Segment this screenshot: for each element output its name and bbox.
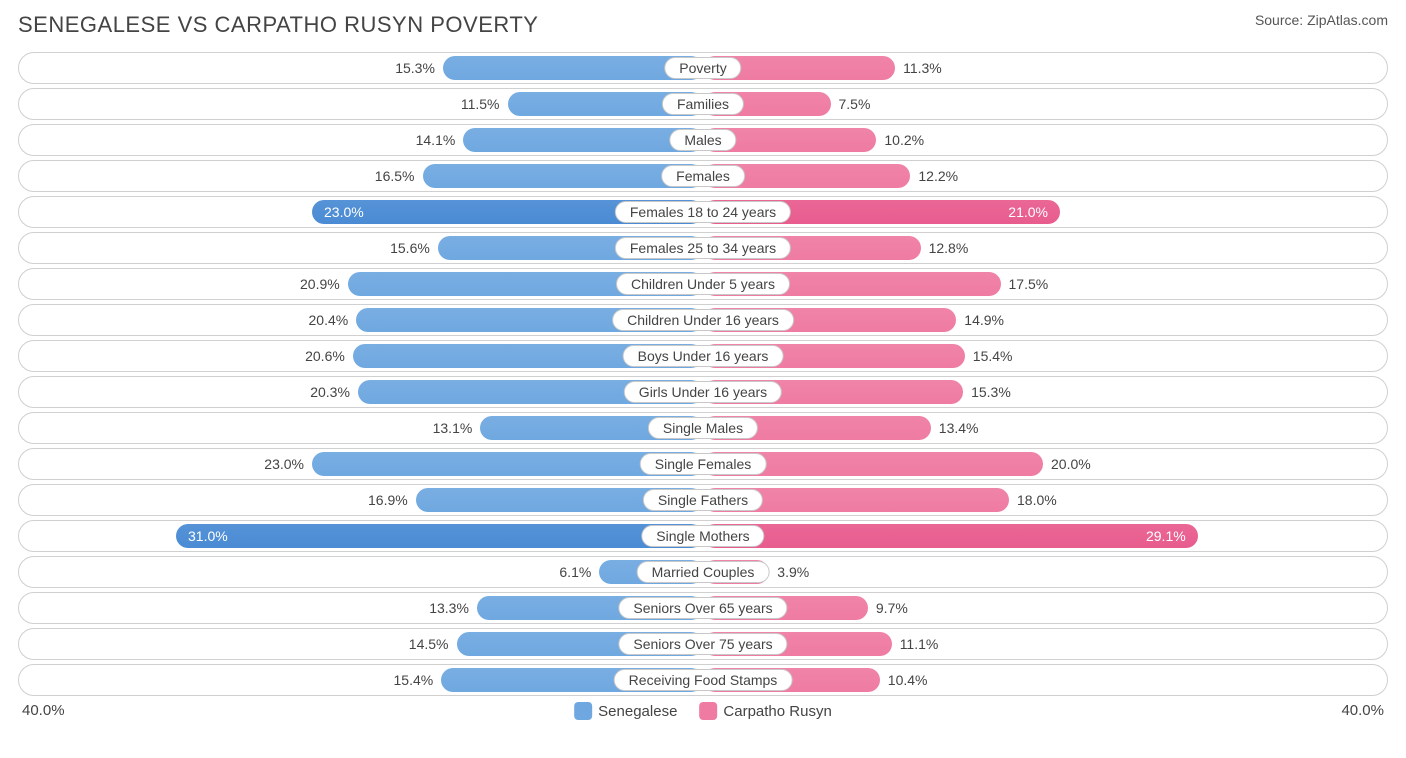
chart-row: 16.5% 12.2% Females bbox=[18, 160, 1388, 192]
chart-source: Source: ZipAtlas.com bbox=[1255, 12, 1388, 28]
category-label: Females 18 to 24 years bbox=[615, 201, 791, 223]
chart-row: 23.0% 20.0% Single Females bbox=[18, 448, 1388, 480]
value-left: 11.5% bbox=[428, 92, 508, 116]
source-label: Source: bbox=[1255, 12, 1307, 28]
value-right: 7.5% bbox=[831, 92, 911, 116]
value-left: 20.3% bbox=[278, 380, 358, 404]
category-label: Single Mothers bbox=[641, 525, 764, 547]
chart-row: 14.1% 10.2% Males bbox=[18, 124, 1388, 156]
category-label: Males bbox=[669, 129, 736, 151]
legend-label-left: Senegalese bbox=[598, 703, 677, 720]
value-left: 20.6% bbox=[273, 344, 353, 368]
category-label: Girls Under 16 years bbox=[624, 381, 782, 403]
chart-row: 20.3% 15.3% Girls Under 16 years bbox=[18, 376, 1388, 408]
chart-row: 15.6% 12.8% Females 25 to 34 years bbox=[18, 232, 1388, 264]
category-label: Children Under 5 years bbox=[616, 273, 790, 295]
value-right: 3.9% bbox=[769, 560, 849, 584]
value-left: 16.9% bbox=[336, 488, 416, 512]
value-left: 23.0% bbox=[232, 452, 312, 476]
chart-row: 13.1% 13.4% Single Males bbox=[18, 412, 1388, 444]
category-label: Females 25 to 34 years bbox=[615, 237, 791, 259]
chart-row: 31.0%29.1%Single Mothers bbox=[18, 520, 1388, 552]
category-label: Seniors Over 75 years bbox=[618, 633, 787, 655]
value-left: 20.9% bbox=[268, 272, 348, 296]
value-right: 12.8% bbox=[921, 236, 1001, 260]
chart-row: 14.5% 11.1% Seniors Over 75 years bbox=[18, 628, 1388, 660]
chart-row: 20.4% 14.9% Children Under 16 years bbox=[18, 304, 1388, 336]
value-right: 11.3% bbox=[895, 56, 975, 80]
legend-item-left: Senegalese bbox=[574, 702, 677, 720]
category-label: Single Males bbox=[648, 417, 758, 439]
category-label: Single Females bbox=[640, 453, 767, 475]
chart-row: 20.6% 15.4% Boys Under 16 years bbox=[18, 340, 1388, 372]
category-label: Married Couples bbox=[637, 561, 770, 583]
value-left: 13.1% bbox=[400, 416, 480, 440]
value-right: 15.3% bbox=[963, 380, 1043, 404]
value-right: 10.4% bbox=[880, 668, 960, 692]
value-right: 20.0% bbox=[1043, 452, 1123, 476]
value-left: 6.1% bbox=[519, 560, 599, 584]
value-left: 16.5% bbox=[343, 164, 423, 188]
chart-row: 6.1% 3.9%Married Couples bbox=[18, 556, 1388, 588]
value-left: 14.1% bbox=[383, 128, 463, 152]
chart-row: 16.9% 18.0% Single Fathers bbox=[18, 484, 1388, 516]
bar-left bbox=[463, 128, 703, 152]
chart-row: 20.9% 17.5% Children Under 5 years bbox=[18, 268, 1388, 300]
category-label: Poverty bbox=[664, 57, 741, 79]
category-label: Families bbox=[662, 93, 744, 115]
legend: Senegalese Carpatho Rusyn bbox=[574, 702, 832, 720]
value-right: 17.5% bbox=[1001, 272, 1081, 296]
axis-max-left: 40.0% bbox=[22, 702, 65, 719]
chart-footer: 40.0% Senegalese Carpatho Rusyn 40.0% bbox=[18, 702, 1388, 728]
value-right: 14.9% bbox=[956, 308, 1036, 332]
value-left: 15.3% bbox=[363, 56, 443, 80]
value-right: 13.4% bbox=[931, 416, 1011, 440]
legend-swatch-left bbox=[574, 702, 592, 720]
value-right: 10.2% bbox=[876, 128, 956, 152]
diverging-bar-chart: 15.3%11.3%Poverty11.5%7.5%Families14.1%1… bbox=[18, 52, 1388, 696]
chart-title: SENEGALESE VS CARPATHO RUSYN POVERTY bbox=[18, 12, 538, 38]
category-label: Females bbox=[661, 165, 745, 187]
value-right: 29.1% bbox=[703, 524, 1198, 548]
chart-row: 13.3% 9.7% Seniors Over 65 years bbox=[18, 592, 1388, 624]
value-left: 15.4% bbox=[361, 668, 441, 692]
value-right: 18.0% bbox=[1009, 488, 1089, 512]
value-left: 14.5% bbox=[377, 632, 457, 656]
chart-row: 15.4% 10.4% Receiving Food Stamps bbox=[18, 664, 1388, 696]
value-left: 20.4% bbox=[276, 308, 356, 332]
value-left: 15.6% bbox=[358, 236, 438, 260]
category-label: Children Under 16 years bbox=[612, 309, 794, 331]
category-label: Seniors Over 65 years bbox=[618, 597, 787, 619]
value-left: 13.3% bbox=[397, 596, 477, 620]
chart-row: 23.0%21.0%Females 18 to 24 years bbox=[18, 196, 1388, 228]
legend-swatch-right bbox=[699, 702, 717, 720]
value-right: 11.1% bbox=[892, 632, 972, 656]
value-right: 9.7% bbox=[868, 596, 948, 620]
legend-label-right: Carpatho Rusyn bbox=[723, 703, 831, 720]
chart-row: 11.5% 7.5% Families bbox=[18, 88, 1388, 120]
chart-row: 15.3% 11.3% Poverty bbox=[18, 52, 1388, 84]
axis-max-right: 40.0% bbox=[1341, 702, 1384, 719]
legend-item-right: Carpatho Rusyn bbox=[699, 702, 831, 720]
category-label: Single Fathers bbox=[643, 489, 763, 511]
category-label: Receiving Food Stamps bbox=[614, 669, 793, 691]
value-left: 31.0% bbox=[176, 524, 703, 548]
value-right: 15.4% bbox=[965, 344, 1045, 368]
chart-header: SENEGALESE VS CARPATHO RUSYN POVERTY Sou… bbox=[18, 12, 1388, 38]
source-name: ZipAtlas.com bbox=[1307, 12, 1388, 28]
value-right: 12.2% bbox=[910, 164, 990, 188]
category-label: Boys Under 16 years bbox=[623, 345, 784, 367]
